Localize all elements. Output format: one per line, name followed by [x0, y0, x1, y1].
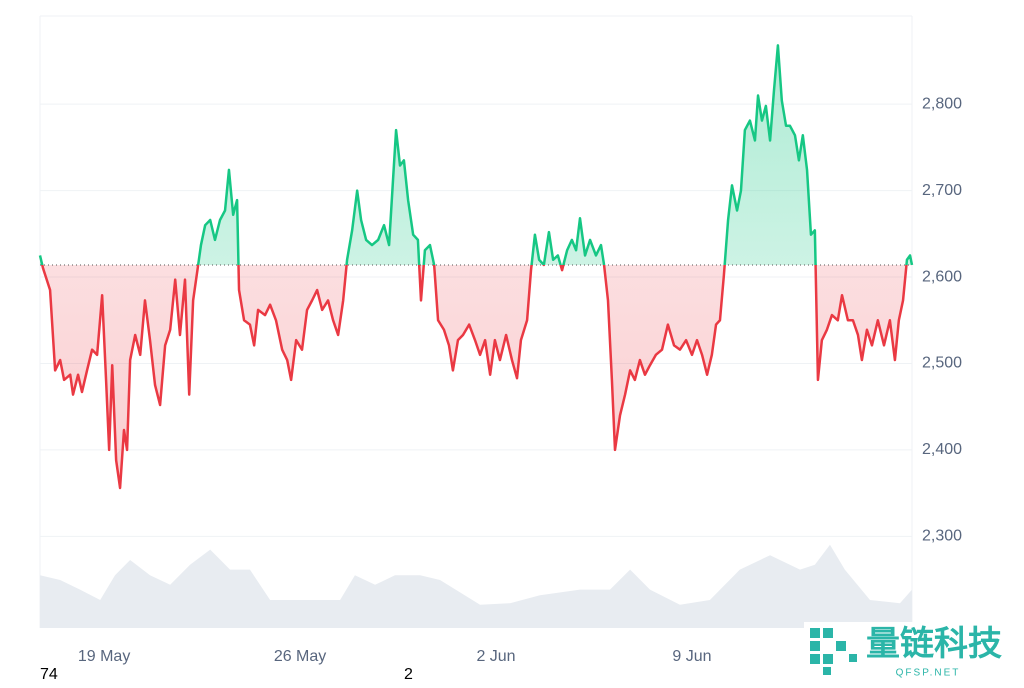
line-down	[40, 264, 912, 490]
watermark-title: 量链科技	[866, 625, 1002, 663]
x-tick-label: 9 Jun	[672, 648, 711, 665]
y-tick-label: 2,700	[922, 182, 962, 199]
footer-text: 2	[404, 666, 413, 683]
line-up	[38, 44, 914, 265]
x-tick-label: 19 May	[78, 648, 130, 665]
x-tick-label: 26 May	[274, 648, 326, 665]
watermark: 量链科技 QFSP.NET	[804, 622, 1024, 683]
area-down	[42, 264, 907, 488]
x-tick-label: 2 Jun	[476, 648, 515, 665]
volume-area	[40, 544, 912, 628]
y-tick-label: 2,500	[922, 355, 962, 372]
y-tick-label: 2,400	[922, 441, 962, 458]
y-tick-label: 2,600	[922, 268, 962, 285]
y-tick-label: 2,300	[922, 528, 962, 545]
footer-text: 74	[40, 666, 58, 683]
watermark-subtitle: QFSP.NET	[896, 668, 961, 679]
y-tick-label: 2,800	[922, 95, 962, 112]
